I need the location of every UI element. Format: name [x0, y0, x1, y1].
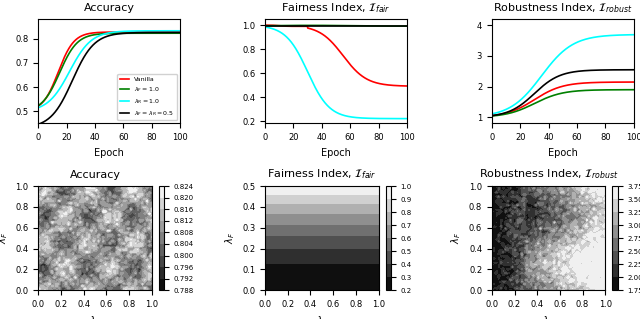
Y-axis label: $\lambda_F$: $\lambda_F$	[0, 232, 10, 244]
X-axis label: Epoch: Epoch	[548, 148, 578, 158]
X-axis label: Epoch: Epoch	[94, 148, 124, 158]
Legend: Vanilla, $\lambda_F = 1.0$, $\lambda_R = 1.0$, $\lambda_F = \lambda_R = 0.5$: Vanilla, $\lambda_F = 1.0$, $\lambda_R =…	[117, 74, 177, 120]
Title: Fairness Index, $\mathcal{I}_{fair}$: Fairness Index, $\mathcal{I}_{fair}$	[267, 168, 376, 182]
X-axis label: $\lambda_R$: $\lambda_R$	[316, 315, 328, 319]
Y-axis label: $\lambda_F$: $\lambda_F$	[449, 232, 463, 244]
Y-axis label: $\lambda_F$: $\lambda_F$	[223, 232, 237, 244]
Title: Accuracy: Accuracy	[84, 3, 135, 13]
Title: Accuracy: Accuracy	[70, 170, 120, 180]
X-axis label: $\lambda_R$: $\lambda_R$	[89, 315, 101, 319]
Title: Robustness Index, $\mathcal{I}_{robust}$: Robustness Index, $\mathcal{I}_{robust}$	[479, 168, 618, 182]
X-axis label: $\lambda_R$: $\lambda_R$	[543, 315, 555, 319]
X-axis label: Epoch: Epoch	[321, 148, 351, 158]
Title: Robustness Index, $\mathcal{I}_{robust}$: Robustness Index, $\mathcal{I}_{robust}$	[493, 1, 632, 15]
Title: Fairness Index, $\mathcal{I}_{fair}$: Fairness Index, $\mathcal{I}_{fair}$	[281, 1, 391, 15]
